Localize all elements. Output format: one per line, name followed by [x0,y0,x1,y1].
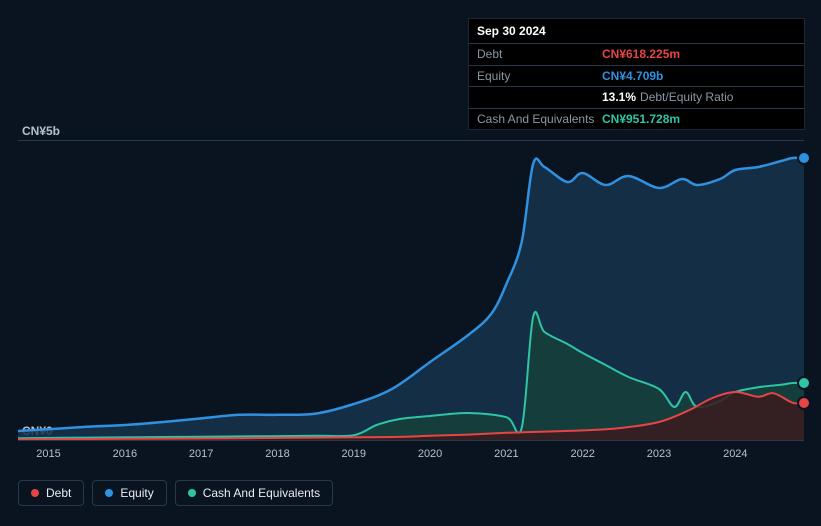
plot-area [18,140,804,440]
cursor-dot-cash [797,376,811,390]
tooltip-row-value: 13.1%Debt/Equity Ratio [602,90,733,104]
legend-swatch-cash [188,489,196,497]
legend-swatch-debt [31,489,39,497]
legend-item-equity[interactable]: Equity [92,480,166,506]
financials-chart: Sep 30 2024 DebtCN¥618.225mEquityCN¥4.70… [0,0,821,526]
tooltip-row-label: Debt [477,47,602,61]
x-tick: 2022 [570,448,594,460]
legend-item-cash[interactable]: Cash And Equivalents [175,480,333,506]
legend-label: Equity [120,486,153,500]
legend: Debt Equity Cash And Equivalents [18,480,333,506]
tooltip-row-value: CN¥618.225m [602,47,680,61]
chart-tooltip: Sep 30 2024 DebtCN¥618.225mEquityCN¥4.70… [468,18,805,130]
legend-label: Cash And Equivalents [203,486,320,500]
x-tick: 2024 [723,448,747,460]
x-tick: 2016 [113,448,137,460]
x-tick: 2018 [265,448,289,460]
tooltip-row-label: Cash And Equivalents [477,112,602,126]
y-axis-max-label: CN¥5b [22,124,60,138]
x-tick: 2019 [342,448,366,460]
x-tick: 2021 [494,448,518,460]
cursor-dot-debt [797,396,811,410]
legend-swatch-equity [105,489,113,497]
tooltip-row-label [477,90,602,104]
x-tick: 2017 [189,448,213,460]
x-tick: 2023 [647,448,671,460]
tooltip-row: 13.1%Debt/Equity Ratio [469,87,804,108]
tooltip-row-value: CN¥951.728m [602,112,680,126]
tooltip-row-value: CN¥4.709b [602,69,663,83]
tooltip-row-label: Equity [477,69,602,83]
legend-item-debt[interactable]: Debt [18,480,84,506]
tooltip-row: Cash And EquivalentsCN¥951.728m [469,109,804,129]
tooltip-date: Sep 30 2024 [469,19,804,44]
gridline-bottom [18,440,804,441]
x-tick: 2015 [36,448,60,460]
legend-label: Debt [46,486,71,500]
cursor-dot-equity [797,151,811,165]
tooltip-row: DebtCN¥618.225m [469,44,804,65]
x-tick: 2020 [418,448,442,460]
tooltip-row: EquityCN¥4.709b [469,66,804,87]
tooltip-row-suffix: Debt/Equity Ratio [640,90,733,104]
